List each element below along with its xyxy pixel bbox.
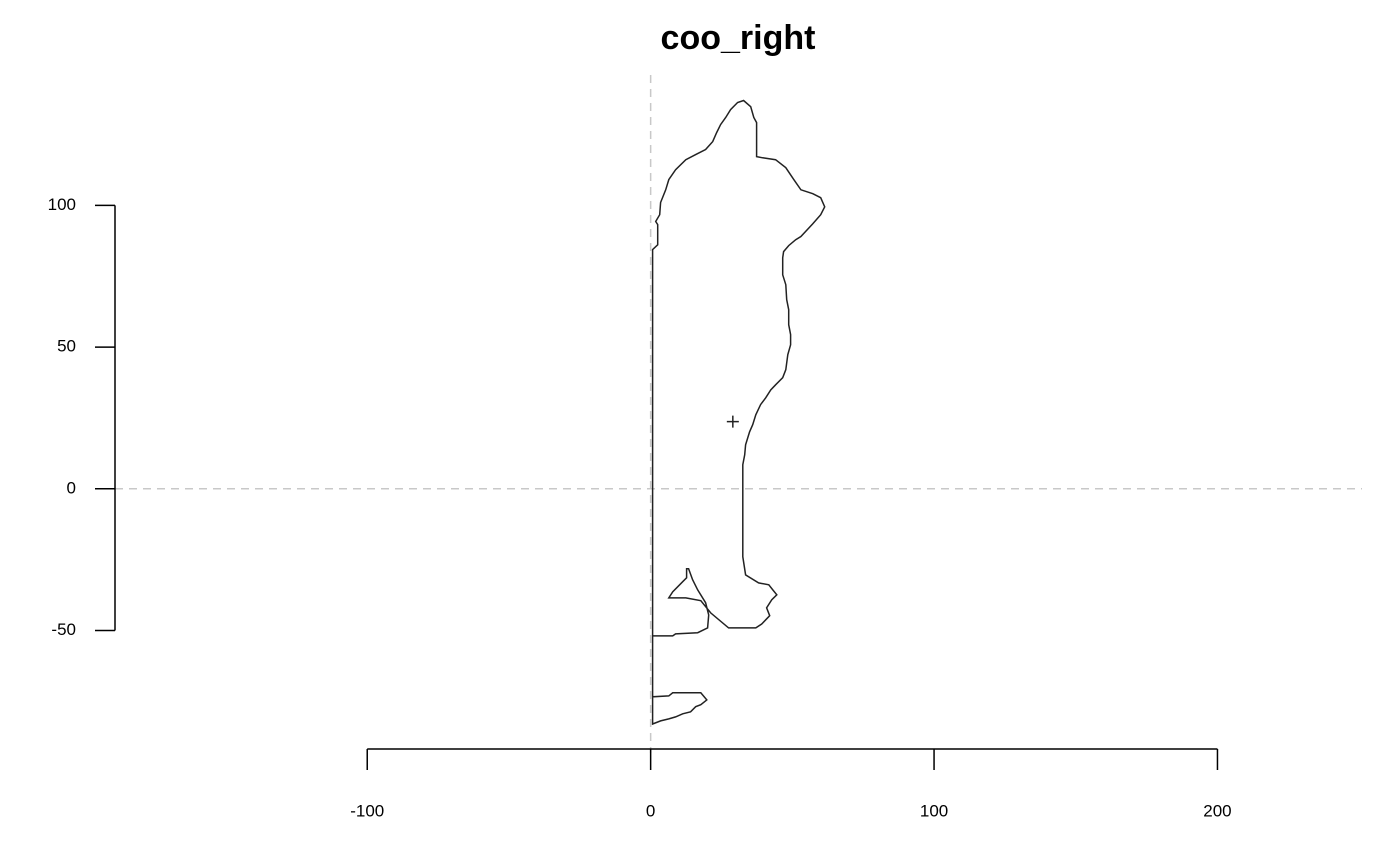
- y-tick-label: 100: [48, 195, 76, 214]
- y-tick-label: -50: [51, 620, 76, 639]
- x-tick-label: -100: [350, 801, 384, 820]
- x-tick-label: 100: [920, 801, 948, 820]
- x-tick-label: 200: [1203, 801, 1231, 820]
- y-tick-label: 50: [57, 337, 76, 356]
- outline: [651, 99, 826, 726]
- y-tick-label: 0: [67, 478, 76, 497]
- chart-title: coo_right: [661, 19, 816, 57]
- centroid: [726, 415, 739, 428]
- x-tick-label: 0: [646, 801, 655, 820]
